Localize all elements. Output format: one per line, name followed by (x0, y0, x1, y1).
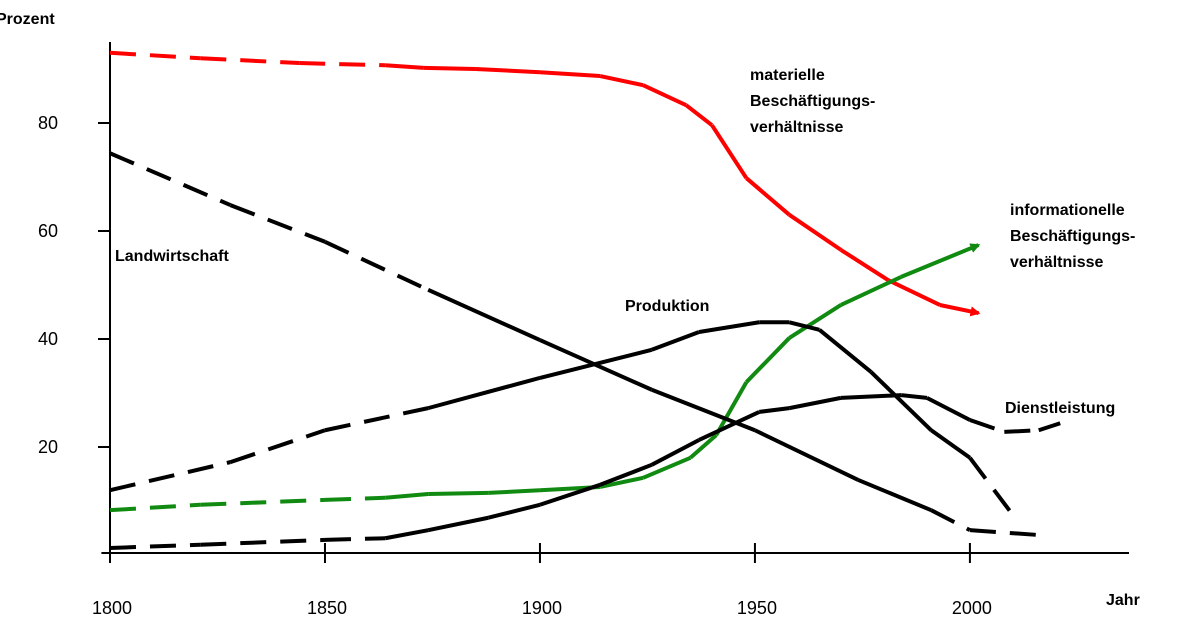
series-line-segment (229, 203, 326, 244)
series-line-segment (423, 65, 476, 71)
series-label: materielle Beschäftigungs-verhältnisse (750, 67, 875, 136)
series-label-line: Beschäftigungs- (1010, 228, 1135, 245)
series-line-segment (229, 428, 326, 465)
series-line-segment (969, 528, 1039, 538)
x-axis-label: Jahr (1106, 592, 1140, 609)
series-line-segment (968, 456, 1015, 517)
series-line-segment (869, 370, 933, 432)
series-label-line: verhältnisse (1010, 254, 1103, 271)
series-line-segment (109, 50, 201, 61)
series-line-segment (969, 418, 1005, 434)
series-line-segment (475, 67, 541, 75)
series-line-segment (539, 70, 601, 79)
y-axis-label: Prozent (0, 11, 55, 28)
series-line-segment (200, 537, 326, 547)
series-line-segment (599, 462, 653, 487)
series-line-segment (324, 495, 386, 502)
series-label: Dienstleistung (1005, 400, 1115, 417)
series-label-line: verhältnisse (750, 119, 843, 136)
series-line-segment (428, 490, 489, 496)
x-tick-label: 1900 (522, 598, 562, 618)
x-tick-label: 1850 (307, 598, 347, 618)
series-line-segment (840, 393, 902, 400)
x-tick-label: 1950 (737, 598, 777, 618)
series-line-segment (1038, 421, 1061, 433)
series-line-segment (650, 438, 700, 467)
series-line-segment (651, 330, 700, 352)
y-tick-label: 20 (38, 437, 58, 457)
series-line-segment (109, 542, 201, 550)
series-line-segment (930, 508, 971, 532)
series-line-segment (839, 248, 890, 282)
series-line-segment (788, 320, 820, 332)
series-line-segment (689, 433, 718, 460)
series-line-segment (385, 63, 425, 70)
series-line-segment (939, 303, 981, 317)
series-label-line: informationelle (1010, 202, 1125, 219)
y-tick-label: 60 (38, 221, 58, 241)
y-tick-label: 80 (38, 113, 58, 133)
series-line-segment (324, 406, 429, 433)
series-line-segment (900, 393, 928, 400)
series-line-segment (599, 475, 644, 489)
x-tick-label: 1800 (92, 598, 132, 618)
series-label: Landwirtschaft (115, 248, 229, 265)
series-line-segment (642, 83, 687, 107)
series-line-segment (900, 243, 981, 279)
y-tick-label: 40 (38, 329, 58, 349)
series-line-segment (710, 124, 749, 180)
series-line-segment (487, 502, 541, 520)
series-line-segment (427, 288, 541, 342)
series-label: informationelle Beschäftigungs-verhältnis… (1010, 202, 1135, 271)
series-line-segment (599, 74, 644, 88)
series-line-segment (200, 497, 326, 507)
series-line-segment (758, 406, 790, 414)
x-tick-label: 2000 (952, 598, 992, 618)
series-line-segment (324, 239, 430, 292)
series-line-segment (684, 103, 714, 127)
series-line-segment (539, 482, 601, 507)
series-line-segment (109, 151, 232, 207)
series-line-segment (840, 275, 902, 307)
series-label-line: Beschäftigungs- (750, 93, 875, 110)
series-line-segment (109, 460, 231, 493)
series-line-segment (384, 491, 429, 500)
series-line-segment (930, 428, 972, 460)
series-line-segment (299, 61, 386, 68)
series-line-segment (887, 278, 941, 307)
series-label-line: materielle (750, 67, 825, 84)
series-line-segment (744, 336, 791, 384)
series-line-segment (788, 303, 843, 340)
series-line-segment (539, 347, 653, 380)
series-line-segment (818, 328, 873, 374)
series-line-segment (200, 56, 300, 66)
series-line-segment (324, 536, 386, 542)
series-line-segment (788, 395, 842, 411)
series-line-segment (488, 488, 541, 495)
series-line-segment (427, 515, 489, 533)
series-line-segment (788, 213, 843, 252)
series-line-segment (1004, 428, 1039, 434)
series-line-segment (427, 375, 541, 411)
series-line-segment (642, 455, 692, 480)
series-line-segment (714, 381, 749, 437)
series-line-segment (857, 478, 932, 513)
series-line-segment (109, 502, 201, 513)
series-line-segment (926, 396, 971, 422)
series-line-segment (384, 528, 429, 541)
series-line-segment (698, 320, 760, 334)
series-line-segment (754, 428, 859, 482)
series-line-segment (745, 176, 791, 217)
series-label: Produktion (625, 298, 709, 315)
series-line-segment (698, 410, 761, 442)
